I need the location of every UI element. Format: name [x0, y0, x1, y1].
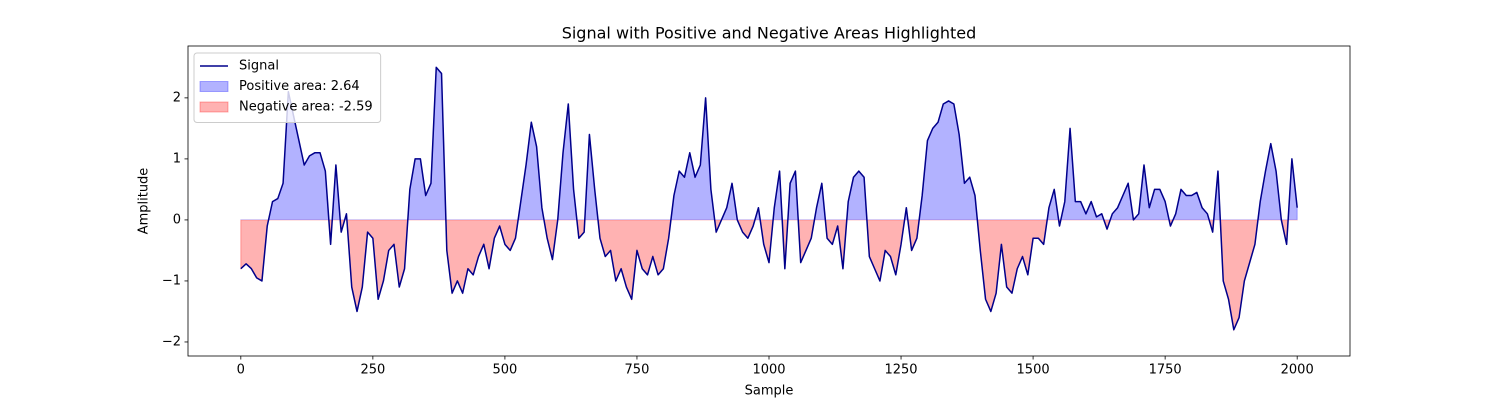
x-tick-label: 1000	[752, 363, 785, 378]
x-tick-label: 500	[492, 363, 517, 378]
legend-box	[193, 52, 382, 123]
x-tick-label: 750	[625, 363, 650, 378]
x-tick-label: 1250	[884, 363, 917, 378]
y-tick-label: 0	[173, 212, 181, 227]
legend-label: Signal	[239, 59, 279, 74]
x-tick-label: 2000	[1281, 363, 1314, 378]
legend-handle	[199, 101, 229, 113]
x-axis-label: Sample	[745, 384, 794, 399]
y-tick-label: −2	[162, 334, 181, 349]
chart-title: Signal with Positive and Negative Areas …	[562, 24, 977, 43]
x-tick-label: 1500	[1017, 363, 1050, 378]
signal-line	[240, 66, 1298, 331]
x-tick-label: 1750	[1149, 363, 1182, 378]
area-fill	[240, 219, 1298, 332]
legend-label: Negative area: -2.59	[239, 100, 373, 115]
y-axis-label: Amplitude	[137, 168, 152, 235]
area-fill	[240, 66, 1298, 220]
y-tick-label: −1	[162, 273, 181, 288]
x-tick-label: 0	[237, 363, 245, 378]
y-tick-label: 2	[173, 90, 181, 105]
y-tick-label: 1	[173, 151, 181, 166]
x-tick-label: 250	[360, 363, 385, 378]
legend-label: Positive area: 2.64	[239, 79, 360, 94]
legend-handle	[199, 81, 229, 92]
